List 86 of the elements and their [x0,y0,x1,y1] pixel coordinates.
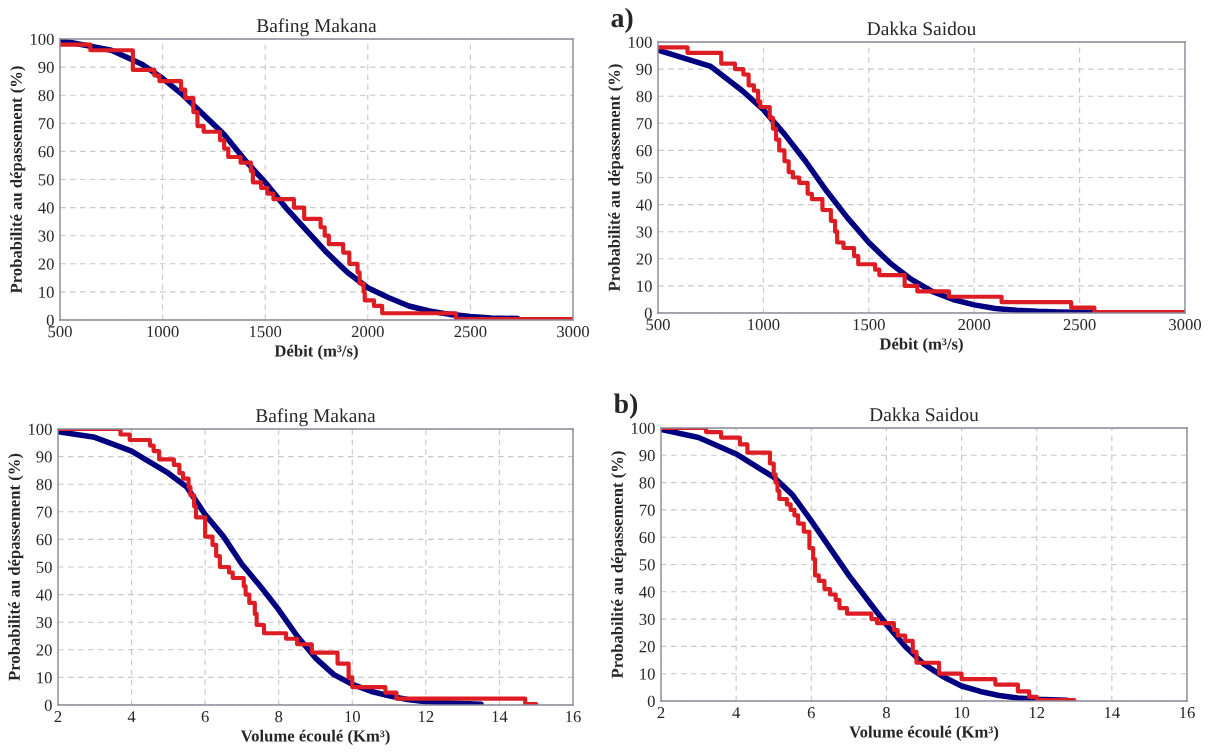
x-tick-label: 1500 [250,326,282,338]
y-tick-label: 100 [28,423,52,435]
x-tick-label: 12 [1029,707,1045,719]
x-tick-label: 8 [882,707,890,719]
x-tick-label: 2000 [351,326,384,338]
y-tick-label: 40 [636,199,652,211]
y-tick-label: 30 [636,226,652,238]
y-tick-label: 50 [36,561,52,573]
y-tick-label: 60 [636,145,652,157]
y-tick-label: 20 [636,253,652,265]
x-tick-label: 4 [127,711,136,723]
x-tick-label: 2500 [1063,319,1096,331]
y-tick-label: 60 [639,531,655,544]
y-tick-label: 80 [639,477,655,489]
y-tick-label: 40 [36,589,52,601]
x-tick-label: 500 [646,319,670,331]
x-tick-label: 2500 [454,326,487,338]
y-tick-label: 40 [38,202,54,214]
y-tick-label: 30 [38,230,54,242]
x-tick-label: 1000 [147,326,179,338]
x-tick-label: 14 [492,711,508,723]
y-tick-label: 70 [639,504,655,516]
x-tick-label: 12 [418,711,434,723]
y-tick-label: 80 [636,90,652,103]
y-tick-label: 80 [36,478,52,491]
y-tick-label: 20 [639,641,655,653]
x-axis-title: Volume écoulé (Km³) [849,725,999,741]
y-axis-title: Probabilité au dépassement (%) [8,453,24,681]
x-tick-label: 14 [1104,707,1120,719]
y-tick-label: 60 [38,146,54,158]
chart-title: Bafing Makana [256,18,377,37]
y-tick-label: 40 [639,586,655,598]
x-tick-label: 10 [954,707,970,719]
y-tick-label: 90 [38,61,54,74]
y-tick-label: 90 [36,451,52,463]
y-tick-label: 20 [36,644,52,656]
y-tick-label: 90 [636,63,652,76]
y-tick-label: 100 [628,36,652,48]
y-tick-label: 30 [36,616,52,629]
y-tick-label: 80 [38,89,54,102]
y-tick-label: 70 [636,118,652,130]
y-tick-label: 0 [644,307,652,319]
x-tick-label: 2 [657,707,665,719]
x-tick-label: 6 [807,707,815,719]
y-tick-label: 70 [36,506,52,518]
x-tick-label: 2 [54,711,62,723]
x-tick-label: 3000 [1169,319,1202,331]
x-tick-label: 6 [201,711,209,723]
x-axis-title: Débit (m³/s) [274,344,358,360]
x-tick-label: 3000 [557,326,590,338]
y-tick-label: 60 [36,534,52,546]
chart-title: Dakka Saidou [867,21,976,36]
chart-title: Dakka Saidou [869,407,979,422]
x-axis-title: Débit (m³/s) [879,337,963,353]
y-tick-label: 90 [639,450,655,462]
y-tick-label: 50 [636,172,652,184]
y-tick-label: 30 [639,613,655,626]
y-axis-title: Probabilité au dépassement (%) [611,451,627,679]
y-tick-label: 20 [38,258,54,270]
x-axis-title: Volume écoulé (Km³) [240,729,390,745]
y-tick-label: 0 [46,314,54,326]
x-tick-label: 8 [275,711,283,723]
text: b) [614,393,638,419]
y-tick-label: 10 [637,280,652,292]
y-tick-label: 50 [38,174,54,186]
y-tick-label: 0 [44,699,52,711]
y-tick-label: 70 [38,118,54,130]
y-axis-title: Probabilité au dépassement (%) [608,64,624,292]
x-tick-label: 500 [48,326,72,338]
x-tick-label: 10 [345,711,360,723]
x-tick-label: 4 [732,707,741,719]
x-tick-label: 1000 [748,319,780,331]
y-tick-label: 0 [647,695,655,707]
x-tick-label: 16 [1180,707,1195,719]
y-tick-label: 100 [631,422,655,434]
x-tick-label: 2000 [958,319,991,331]
x-tick-label: 16 [566,711,581,723]
y-tick-label: 100 [30,33,54,45]
y-tick-label: 10 [640,668,655,680]
chart-title: Bafing Makana [255,408,376,427]
x-tick-label: 1500 [853,319,885,331]
y-axis-title: Probabilité au dépassement (%) [10,66,26,294]
text: a) [611,7,633,33]
y-tick-label: 10 [39,286,54,298]
y-tick-label: 10 [37,672,52,684]
y-tick-label: 50 [639,559,655,571]
